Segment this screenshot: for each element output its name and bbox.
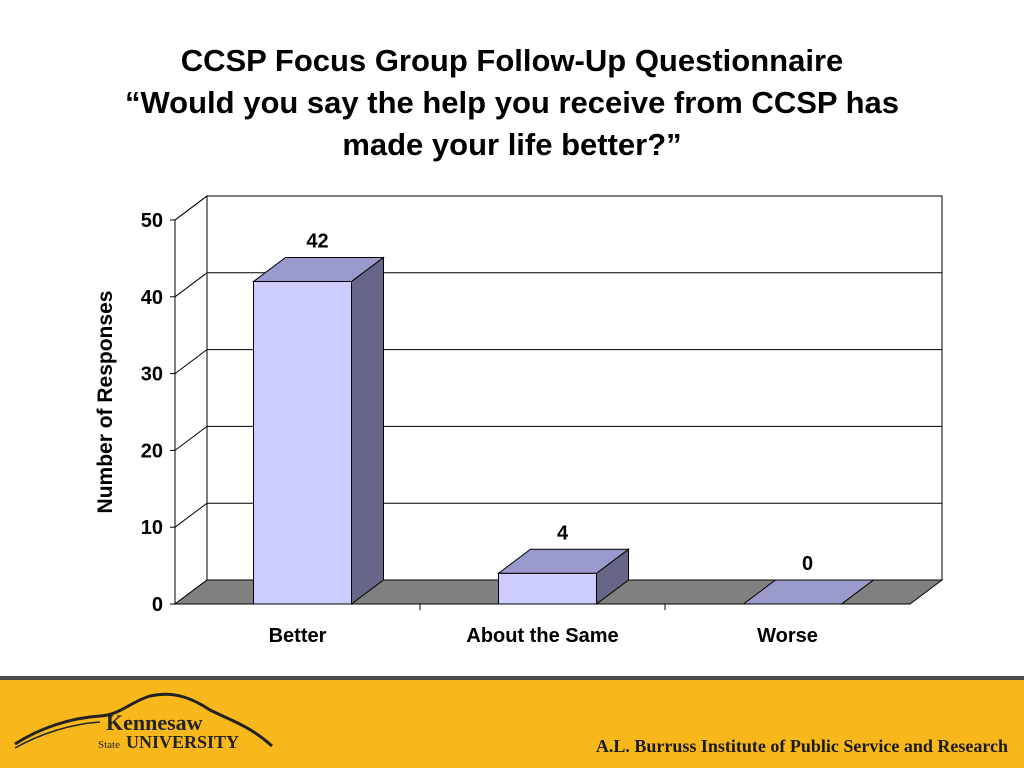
logo-word-state: State	[98, 739, 120, 751]
y-tick-label: 10	[141, 517, 163, 539]
x-tick-label: Worse	[757, 625, 818, 647]
gridline	[174, 272, 942, 298]
y-tick-label: 20	[141, 440, 163, 462]
bar-top	[497, 548, 630, 574]
bar-top	[252, 256, 385, 282]
y-tick-label: 0	[152, 594, 163, 616]
logo-word-university: UNIVERSITY	[126, 732, 239, 752]
institute-name: A.L. Burruss Institute of Public Service…	[595, 736, 1008, 756]
x-tick-label: Better	[269, 625, 327, 647]
data-label: 42	[306, 230, 328, 252]
mountain-ridge-icon	[14, 721, 101, 749]
chart-back-layer	[170, 195, 944, 610]
data-label: 0	[802, 553, 813, 575]
bar-side	[351, 256, 384, 605]
gridline	[174, 195, 942, 221]
mountain-line-icon	[14, 692, 274, 748]
y-tick-label: 30	[141, 364, 163, 386]
title-line-3: made your life better?”	[342, 127, 682, 162]
title-line-2: “Would you say the help you receive from…	[124, 85, 900, 120]
y-tick-label: 50	[141, 210, 163, 232]
chart-labels-layer: 0 10 20 30 40 50 42 Better 4 About the Same 0 Worse…	[94, 210, 818, 647]
bar-front	[498, 572, 597, 605]
data-label: 4	[557, 522, 569, 544]
title-line-1: CCSP Focus Group Follow-Up Questionnaire	[180, 43, 844, 78]
footer-bar: Kennesaw State UNIVERSITY A.L. Burruss I…	[0, 676, 1024, 768]
bar-chart: 0 10 20 30 40 50 42 Better 4 About the Same 0 Worse…	[94, 195, 944, 647]
y-tick-label: 40	[141, 287, 163, 309]
chart-side-wall	[174, 195, 208, 605]
gridline	[174, 349, 942, 375]
y-axis-title: Number of Responses	[94, 291, 117, 514]
bar-top	[742, 579, 875, 605]
kennesaw-logo: Kennesaw State UNIVERSITY	[14, 692, 274, 752]
bar-front	[253, 280, 352, 605]
logo-word-kennesaw: Kennesaw	[106, 710, 203, 735]
gridline	[174, 425, 942, 451]
chart-bars-layer	[252, 256, 875, 605]
gridline	[174, 502, 942, 528]
x-tick-label: About the Same	[466, 625, 618, 647]
chart-title: CCSP Focus Group Follow-Up Questionnaire…	[0, 40, 1024, 166]
